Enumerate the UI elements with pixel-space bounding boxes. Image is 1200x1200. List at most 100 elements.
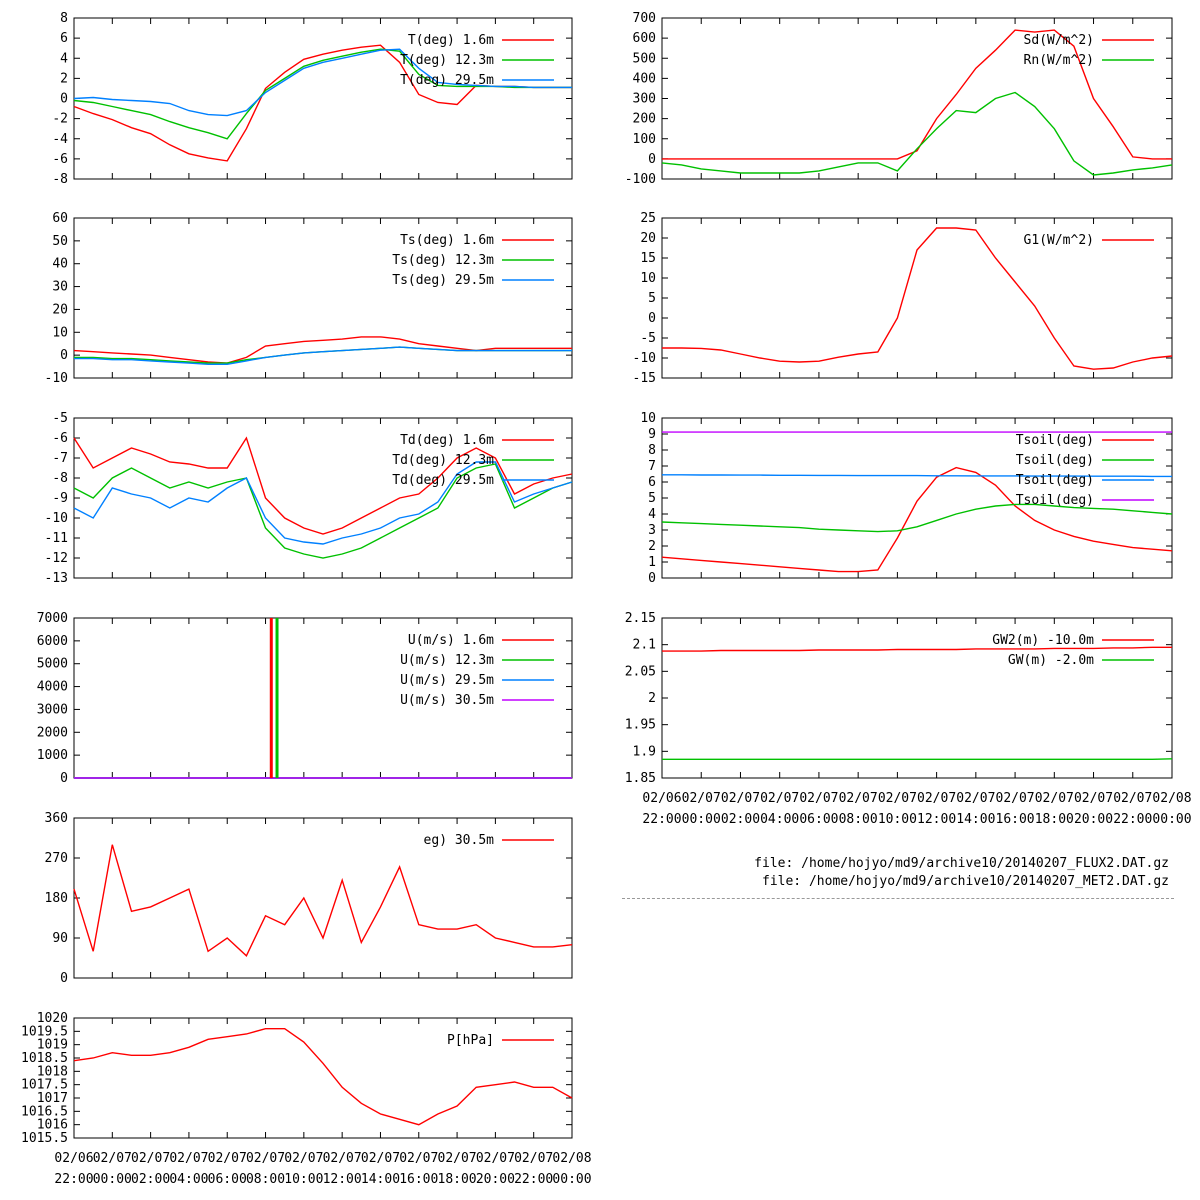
y-tick-label: -10 bbox=[633, 351, 656, 366]
x-tick-label: 02/07 bbox=[1074, 791, 1113, 806]
x-tick-label: 02:00 bbox=[721, 812, 760, 827]
y-tick-label: -13 bbox=[45, 571, 68, 586]
y-tick-label: 4000 bbox=[37, 680, 68, 695]
legend-label: GW2(m) -10.0m bbox=[992, 633, 1094, 648]
x-tick-label: 12:00 bbox=[917, 812, 956, 827]
chart-air-temperature: -8 -6 -4 -2 0 2 4 6 8 T(deg) 1.6m T(deg) 12.3m T(de… bbox=[52, 11, 573, 187]
plot-frame bbox=[73, 217, 573, 379]
x-tick-label: 02/07 bbox=[399, 1151, 438, 1166]
y-tick-label: 60 bbox=[52, 211, 68, 226]
x-tick-label: 22:00 bbox=[642, 812, 681, 827]
x-tick-label: 02:00 bbox=[131, 1172, 170, 1187]
plot-frame bbox=[73, 1017, 573, 1139]
legend-label: U(m/s) 30.5m bbox=[400, 693, 494, 708]
plot-frame bbox=[73, 817, 573, 979]
x-tick-label: 10:00 bbox=[878, 812, 917, 827]
x-tick-label: 02/07 bbox=[361, 1151, 400, 1166]
x-tick-label: 02/07 bbox=[93, 1151, 132, 1166]
legend-label: Tsoil(deg) bbox=[1016, 473, 1094, 488]
y-tick-label: -8 bbox=[52, 471, 68, 486]
legend-label: U(m/s) 1.6m bbox=[408, 633, 494, 648]
y-tick-label: 600 bbox=[633, 31, 656, 46]
x-tick-label: 02/07 bbox=[760, 791, 799, 806]
x-tick-label: 02/07 bbox=[1035, 791, 1074, 806]
y-tick-label: 3 bbox=[648, 523, 656, 538]
plot-frame bbox=[73, 617, 573, 779]
y-tick-label: 6 bbox=[648, 475, 656, 490]
y-tick-label: -5 bbox=[52, 411, 68, 426]
x-tick-label: 02/07 bbox=[514, 1151, 553, 1166]
y-tick-label: 1016 bbox=[37, 1118, 68, 1133]
divider bbox=[622, 898, 1174, 899]
y-tick-label: 1018.5 bbox=[21, 1051, 68, 1066]
y-tick-label: 20 bbox=[640, 231, 656, 246]
y-tick-label: -6 bbox=[52, 431, 68, 446]
legend-label: Ts(deg) 12.3m bbox=[392, 253, 494, 268]
series-line-ground-heat-flux-0 bbox=[662, 227, 1173, 370]
y-tick-label: 0 bbox=[60, 92, 68, 107]
y-tick-label: 2.05 bbox=[625, 664, 656, 679]
legend-label: P[hPa] bbox=[447, 1033, 494, 1048]
y-tick-label: 1018 bbox=[37, 1064, 68, 1079]
x-tick-label: 02/07 bbox=[682, 791, 721, 806]
y-tick-label: 1016.5 bbox=[21, 1104, 68, 1119]
y-tick-label: 2 bbox=[60, 71, 68, 86]
y-tick-label: 9 bbox=[648, 427, 656, 442]
y-tick-label: 1020 bbox=[37, 1011, 68, 1026]
chart-pressure: 1015.510161016.510171017.510181018.51019… bbox=[21, 1011, 573, 1146]
legend-label: Tsoil(deg) bbox=[1016, 453, 1094, 468]
series-line-air-temperature-2 bbox=[73, 48, 572, 117]
x-tick-label: 22:00 bbox=[514, 1172, 553, 1187]
y-tick-label: -9 bbox=[52, 491, 68, 506]
y-tick-label: 1017 bbox=[37, 1091, 68, 1106]
y-tick-label: 0 bbox=[648, 571, 656, 586]
x-tick-label: 02/07 bbox=[878, 791, 917, 806]
y-tick-label: 7000 bbox=[37, 611, 68, 626]
series-line-dewpoint-1 bbox=[73, 463, 573, 559]
y-tick-label: -10 bbox=[45, 371, 68, 386]
y-tick-label: 700 bbox=[633, 11, 656, 26]
series-line-surface-temperature-2 bbox=[74, 346, 572, 365]
y-tick-label: 0 bbox=[60, 971, 68, 986]
y-tick-label: -6 bbox=[52, 152, 68, 167]
legend-label: U(m/s) 12.3m bbox=[400, 653, 494, 668]
legend-label: T(deg) 1.6m bbox=[408, 33, 494, 48]
x-tick-label: 20:00 bbox=[476, 1172, 515, 1187]
x-tick-label: 02/07 bbox=[839, 791, 878, 806]
legend-label: GW(m) -2.0m bbox=[1008, 653, 1094, 668]
y-tick-label: 100 bbox=[633, 132, 656, 147]
series-line-soil-temperature-2 bbox=[662, 474, 1172, 478]
y-tick-label: 15 bbox=[640, 251, 656, 266]
y-tick-label: 270 bbox=[45, 851, 68, 866]
y-tick-label: 360 bbox=[45, 811, 68, 826]
x-tick-label: 08:00 bbox=[839, 812, 878, 827]
y-tick-label: -11 bbox=[45, 531, 68, 546]
legend-label: Sd(W/m^2) bbox=[1024, 33, 1094, 48]
x-tick-label: 00:00 bbox=[682, 812, 721, 827]
x-tick-label: 00:00 bbox=[93, 1172, 132, 1187]
y-tick-label: 3000 bbox=[37, 702, 68, 717]
y-tick-label: 1019 bbox=[37, 1038, 68, 1053]
chart-dewpoint: -13 -12 -11 -10 -9 -8 -7 -6 -5 Td(deg) 1.6m Td(deg… bbox=[45, 411, 573, 586]
legend-label: Tsoil(deg) bbox=[1016, 433, 1094, 448]
file-path-met: file: /home/hojyo/md9/archive10/20140207… bbox=[762, 874, 1169, 889]
chart-wind-speed: 0 1000 2000 3000 4000 5000 6000 7000 U(m/s) 1.6m… bbox=[37, 611, 573, 786]
x-tick-label: 02/07 bbox=[799, 791, 838, 806]
legend-label: Ts(deg) 1.6m bbox=[400, 233, 494, 248]
x-tick-label: 02/07 bbox=[996, 791, 1035, 806]
x-tick-label: 02/07 bbox=[169, 1151, 208, 1166]
legend-label: Td(deg) 1.6m bbox=[400, 433, 494, 448]
legend-label: T(deg) 29.5m bbox=[400, 73, 494, 88]
y-tick-label: 40 bbox=[52, 257, 68, 272]
x-tick-label: 04:00 bbox=[760, 812, 799, 827]
y-tick-label: 4 bbox=[648, 507, 656, 522]
y-tick-label: 2 bbox=[648, 539, 656, 554]
series-line-dewpoint-2 bbox=[73, 461, 573, 545]
y-tick-label: 1019.5 bbox=[21, 1024, 68, 1039]
x-tick-label: 22:00 bbox=[1113, 812, 1152, 827]
y-tick-label: 0 bbox=[60, 348, 68, 363]
x-tick-label: 10:00 bbox=[284, 1172, 323, 1187]
y-tick-label: 180 bbox=[45, 891, 68, 906]
y-tick-label: 2000 bbox=[37, 725, 68, 740]
